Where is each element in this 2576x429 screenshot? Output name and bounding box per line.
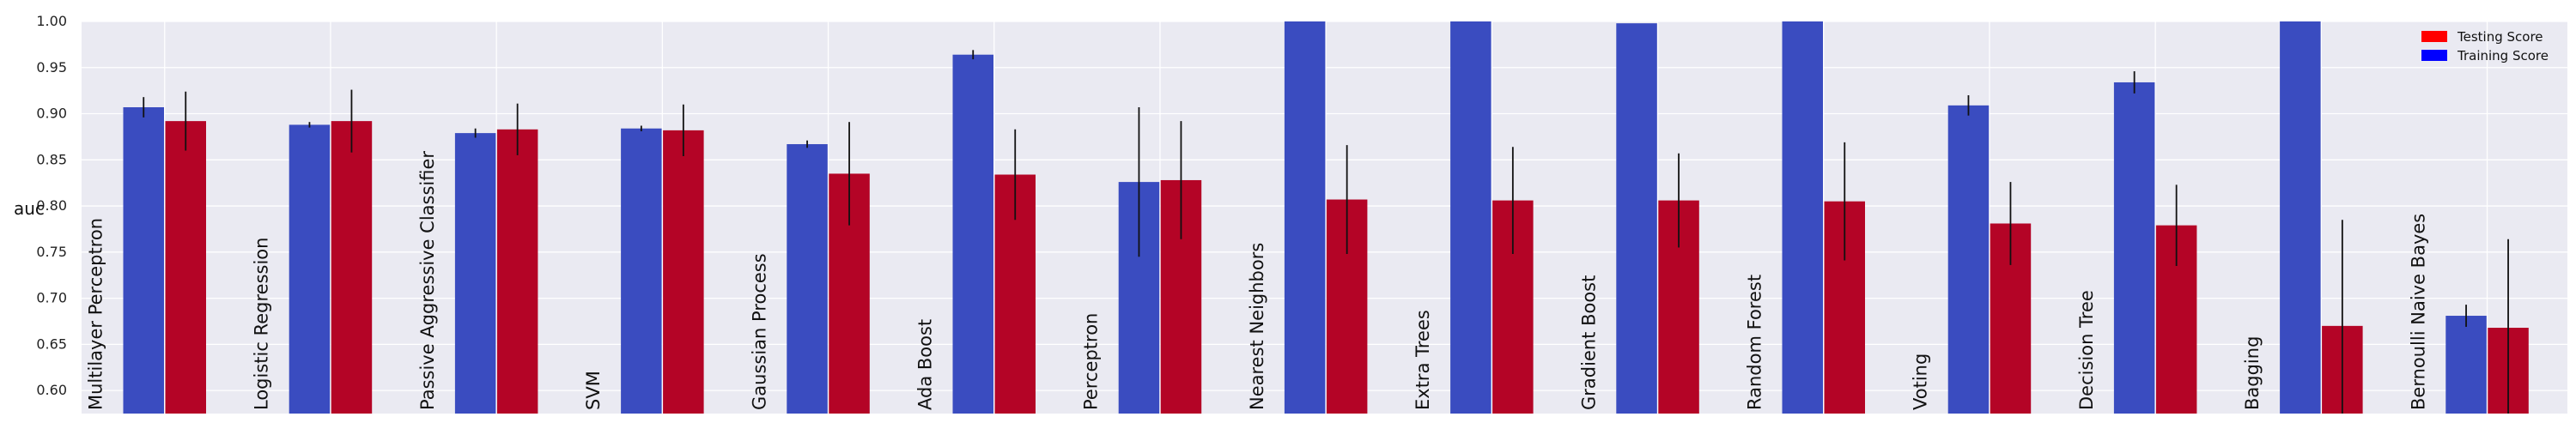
category-label: Extra Trees <box>1413 310 1433 410</box>
category-label: Nearest Neighbors <box>1247 243 1267 410</box>
y-tick-label: 0.80 <box>36 197 67 214</box>
category-label: Gradient Boost <box>1578 275 1599 410</box>
y-tick-label: 0.60 <box>36 382 67 398</box>
category-label: Multilayer Perceptron <box>86 218 106 410</box>
bar-training-score <box>123 107 164 414</box>
y-tick-label: 0.75 <box>36 244 67 260</box>
legend-label: Testing Score <box>2457 29 2543 45</box>
bar-training-score <box>1616 23 1657 414</box>
category-label: Bernoulli Naive Bayes <box>2408 214 2428 410</box>
bar-training-score <box>621 128 662 414</box>
y-tick-labels: 0.60 0.65 0.70 0.75 0.80 0.85 0.90 0.95 1.00 <box>36 13 67 398</box>
category-labels: Multilayer Perceptron Logistic Regression… <box>86 151 2429 410</box>
bar-testing-score <box>331 121 373 414</box>
category-label: Logistic Regression <box>252 238 272 410</box>
y-tick-label: 0.90 <box>36 106 67 122</box>
category-label: Ada Boost <box>915 319 936 410</box>
category-label: Bagging <box>2242 336 2263 410</box>
legend-swatch <box>2421 31 2447 42</box>
bar-testing-score <box>165 121 206 414</box>
bar-training-score <box>1947 105 1990 414</box>
category-label: Perceptron <box>1081 313 1102 410</box>
bar-training-score <box>454 133 496 414</box>
legend: Testing Score Training Score <box>2421 29 2549 63</box>
y-axis-label: auc <box>14 198 45 219</box>
bar-training-score <box>1284 21 1326 414</box>
bar-training-score <box>2113 82 2155 414</box>
bar-training-score <box>787 144 828 414</box>
bar-training-score <box>1450 21 1492 414</box>
error-bars <box>143 50 2509 414</box>
bar-training-score <box>289 124 331 414</box>
category-label: Random Forest <box>1745 275 1765 410</box>
legend-swatch <box>2421 50 2447 61</box>
y-tick-label: 0.95 <box>36 59 67 76</box>
y-tick-label: 1.00 <box>36 13 67 29</box>
category-label: SVM <box>583 371 604 410</box>
bar-training-score <box>952 54 993 414</box>
bar-training-score <box>2445 316 2487 414</box>
category-label: Passive Aggressive Classifier <box>417 151 438 410</box>
category-label: Voting <box>1911 353 1931 410</box>
y-tick-label: 0.85 <box>36 151 67 167</box>
bar-testing-score <box>663 130 704 414</box>
category-label: Decision Tree <box>2076 290 2097 410</box>
bar-training-score <box>2280 21 2321 414</box>
bar-training-score <box>1782 21 1823 414</box>
bar-testing-score <box>496 129 538 414</box>
y-tick-label: 0.70 <box>36 290 67 306</box>
legend-label: Training Score <box>2457 48 2549 63</box>
y-tick-label: 0.65 <box>36 335 67 352</box>
category-label: Gaussian Process <box>749 253 769 410</box>
